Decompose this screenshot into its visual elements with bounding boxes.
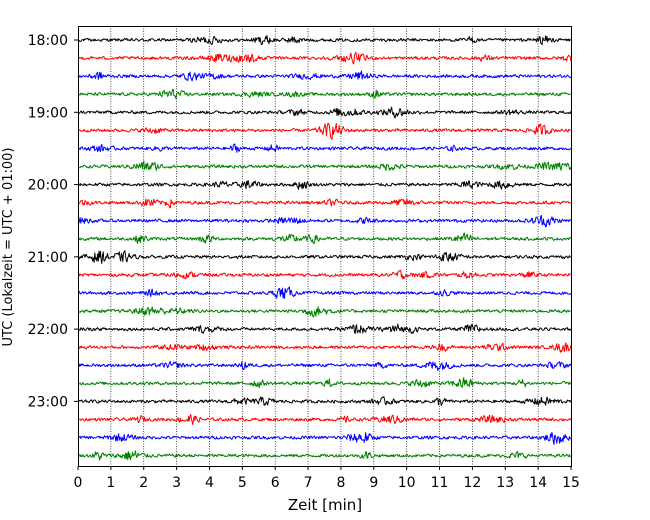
x-tick-label: 5 — [238, 475, 247, 491]
seismogram-trace — [77, 35, 571, 46]
seismogram-trace — [77, 143, 572, 153]
seismogram-trace — [77, 396, 572, 406]
x-axis-ticks: 0 1 2 3 4 5 6 7 8 9 10 11 12 13 14 15 — [74, 466, 580, 491]
x-tick-label: 12 — [463, 475, 481, 491]
x-tick-label: 3 — [172, 475, 181, 491]
y-axis-ticks: 18:00 19:00 20:00 21:00 22:00 23:00 — [28, 33, 78, 410]
x-tick-label: 8 — [336, 475, 345, 491]
y-tick-label: 22:00 — [28, 322, 68, 338]
seismogram-trace — [77, 250, 571, 264]
y-tick-label: 20:00 — [28, 178, 68, 194]
y-axis-label: UTC (Lokalzeit = UTC + 01:00) — [1, 148, 16, 347]
seismogram-trace — [77, 323, 572, 335]
seismogram-trace — [77, 306, 571, 318]
seismogram-trace — [77, 160, 572, 171]
seismogram-trace — [77, 70, 572, 82]
seismogram-trace — [77, 179, 572, 190]
seismogram-traces — [77, 35, 572, 461]
seismogram-trace — [77, 232, 572, 244]
seismogram-trace — [77, 269, 572, 280]
x-tick-label: 6 — [271, 475, 280, 491]
x-tick-label: 9 — [369, 475, 378, 491]
seismogram-trace — [77, 286, 572, 299]
seismogram-trace — [77, 360, 572, 372]
x-tick-label: 11 — [431, 475, 449, 491]
x-tick-label: 1 — [106, 475, 115, 491]
seismogram-trace — [77, 342, 572, 353]
seismogram-trace — [77, 198, 571, 209]
y-tick-label: 23:00 — [28, 394, 68, 410]
x-tick-label: 15 — [562, 475, 580, 491]
seismogram-trace — [77, 214, 572, 228]
seismogram-trace — [77, 414, 572, 426]
seismogram-trace — [77, 88, 572, 100]
grid-lines — [110, 26, 539, 466]
seismogram-trace — [77, 377, 572, 389]
y-tick-label: 19:00 — [28, 105, 68, 121]
x-tick-label: 13 — [496, 475, 514, 491]
y-tick-label: 18:00 — [28, 33, 68, 49]
x-tick-label: 4 — [205, 475, 214, 491]
x-tick-label: 0 — [74, 475, 83, 491]
seismogram-trace — [77, 431, 572, 445]
seismogram-trace — [77, 51, 572, 65]
seismogram-trace — [77, 106, 572, 119]
seismogram-trace — [77, 122, 572, 140]
x-tick-label: 10 — [398, 475, 416, 491]
x-tick-label: 7 — [304, 475, 313, 491]
seismogram-trace — [77, 450, 572, 461]
x-tick-label: 2 — [139, 475, 148, 491]
x-tick-label: 14 — [529, 475, 547, 491]
y-tick-label: 21:00 — [28, 250, 68, 266]
plot-frame — [78, 26, 572, 467]
x-axis-label: Zeit [min] — [288, 496, 362, 514]
